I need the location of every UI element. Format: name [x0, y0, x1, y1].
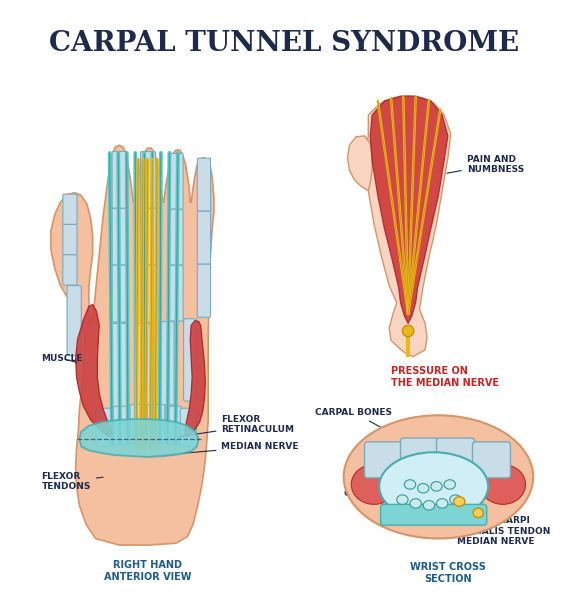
Text: MEDIAN NERVE: MEDIAN NERVE: [457, 503, 535, 546]
Ellipse shape: [473, 508, 483, 518]
Ellipse shape: [423, 500, 435, 510]
Text: PRESSURE ON
THE MEDIAN NERVE: PRESSURE ON THE MEDIAN NERVE: [391, 366, 499, 388]
Ellipse shape: [480, 464, 525, 505]
Polygon shape: [80, 419, 199, 457]
FancyBboxPatch shape: [169, 209, 183, 265]
FancyBboxPatch shape: [113, 406, 131, 444]
Text: CARPAL BONES: CARPAL BONES: [315, 408, 417, 447]
FancyBboxPatch shape: [197, 211, 211, 264]
Ellipse shape: [417, 484, 429, 493]
FancyBboxPatch shape: [130, 404, 148, 443]
Ellipse shape: [379, 452, 488, 520]
Ellipse shape: [404, 480, 416, 489]
Ellipse shape: [410, 499, 421, 508]
Text: FLEXOR
TENDONS: FLEXOR TENDONS: [41, 472, 103, 491]
Polygon shape: [185, 320, 206, 436]
Ellipse shape: [396, 495, 408, 505]
FancyBboxPatch shape: [112, 208, 127, 265]
Ellipse shape: [431, 482, 442, 491]
FancyBboxPatch shape: [197, 264, 211, 317]
Ellipse shape: [454, 497, 465, 506]
Polygon shape: [51, 145, 214, 545]
Polygon shape: [348, 136, 372, 191]
FancyBboxPatch shape: [160, 322, 174, 405]
FancyBboxPatch shape: [140, 208, 156, 265]
FancyBboxPatch shape: [400, 438, 438, 474]
Text: FLEXOR CARPI
RADIALIS TENDON: FLEXOR CARPI RADIALIS TENDON: [457, 513, 551, 536]
Polygon shape: [76, 304, 111, 436]
FancyBboxPatch shape: [381, 505, 487, 525]
Polygon shape: [370, 96, 448, 323]
Circle shape: [402, 325, 414, 337]
FancyBboxPatch shape: [165, 406, 182, 444]
FancyBboxPatch shape: [63, 194, 77, 224]
Ellipse shape: [444, 480, 456, 489]
FancyBboxPatch shape: [63, 255, 77, 285]
FancyBboxPatch shape: [63, 224, 77, 255]
FancyBboxPatch shape: [365, 442, 402, 478]
Text: WRIST CROSS
SECTION: WRIST CROSS SECTION: [410, 562, 486, 584]
Text: MEDIAN NERVE: MEDIAN NERVE: [153, 442, 299, 456]
Text: MUSCLE: MUSCLE: [41, 354, 83, 363]
FancyBboxPatch shape: [140, 151, 156, 208]
FancyBboxPatch shape: [112, 151, 127, 208]
Text: CARPAL TUNNEL SYNDROME: CARPAL TUNNEL SYNDROME: [49, 29, 519, 56]
Ellipse shape: [450, 495, 461, 505]
Text: RIGHT HAND
ANTERIOR VIEW: RIGHT HAND ANTERIOR VIEW: [104, 560, 191, 582]
FancyBboxPatch shape: [67, 286, 81, 356]
FancyBboxPatch shape: [147, 404, 165, 443]
FancyBboxPatch shape: [437, 438, 474, 474]
FancyBboxPatch shape: [140, 265, 156, 322]
Ellipse shape: [344, 415, 533, 538]
FancyBboxPatch shape: [473, 442, 511, 478]
Ellipse shape: [437, 499, 448, 508]
Ellipse shape: [351, 464, 396, 505]
FancyBboxPatch shape: [96, 408, 114, 446]
FancyBboxPatch shape: [183, 319, 197, 401]
FancyBboxPatch shape: [197, 158, 211, 211]
Text: FLEXOR
RETINACULUM: FLEXOR RETINACULUM: [179, 415, 294, 437]
FancyBboxPatch shape: [169, 265, 183, 321]
Text: CARPAL TUNNEL: CARPAL TUNNEL: [344, 490, 427, 499]
FancyBboxPatch shape: [111, 323, 127, 412]
Text: PAIN AND
NUMBNESS: PAIN AND NUMBNESS: [447, 155, 524, 174]
FancyBboxPatch shape: [180, 408, 197, 446]
Polygon shape: [366, 96, 451, 356]
FancyBboxPatch shape: [135, 323, 151, 408]
FancyBboxPatch shape: [169, 154, 183, 209]
FancyBboxPatch shape: [112, 265, 127, 322]
